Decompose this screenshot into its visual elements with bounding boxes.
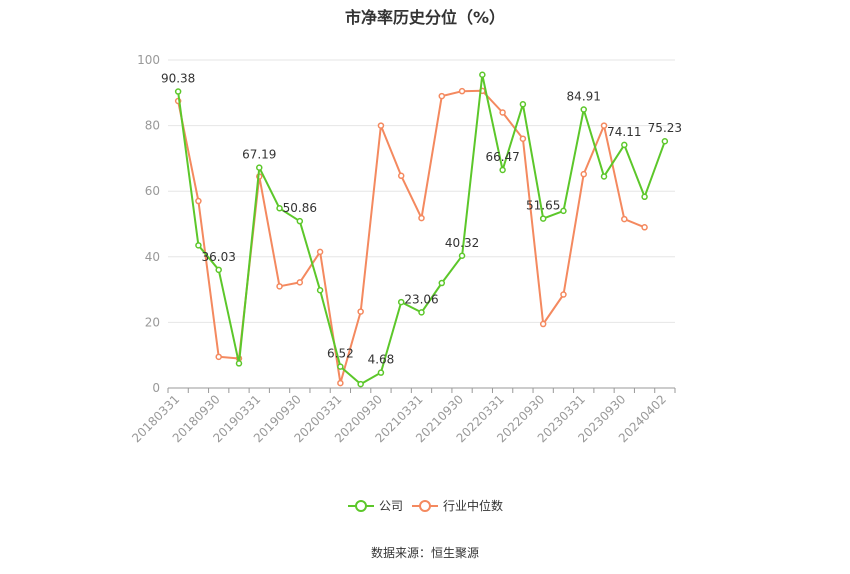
industry-median-data-point[interactable] <box>357 308 364 315</box>
data-label: 75.23 <box>648 121 682 135</box>
company-data-point[interactable] <box>316 287 324 294</box>
industry-median-data-point[interactable] <box>377 122 385 129</box>
industry-median-data-point[interactable] <box>316 248 324 256</box>
company-data-point[interactable] <box>519 101 527 108</box>
data-label: 84.91 <box>567 89 601 103</box>
data-label: 36.03 <box>202 250 236 264</box>
legend-industry-median-label[interactable]: 行业中位数 <box>443 498 503 513</box>
industry-median-data-point[interactable] <box>621 215 628 223</box>
company-data-point[interactable] <box>539 215 547 222</box>
industry-median-data-point[interactable] <box>418 214 425 222</box>
company-data-point[interactable] <box>479 71 486 79</box>
company-data-point[interactable] <box>357 380 364 388</box>
legend-company-label[interactable]: 公司 <box>379 499 403 513</box>
industry-median-data-point[interactable] <box>195 197 202 205</box>
industry-median-data-point[interactable] <box>296 279 304 286</box>
company-data-point[interactable] <box>174 88 182 95</box>
data-label: 40.32 <box>445 236 479 250</box>
legend-industry-median-marker <box>419 500 431 512</box>
legend-company-marker <box>355 500 367 512</box>
company-data-point[interactable] <box>418 309 425 316</box>
data-label: 51.65 <box>526 199 560 213</box>
industry-median-data-point[interactable] <box>397 172 405 180</box>
industry-median-data-point[interactable] <box>519 135 527 142</box>
company-data-point[interactable] <box>560 207 567 215</box>
company-data-point[interactable] <box>621 141 628 149</box>
industry-median-data-point[interactable] <box>499 109 506 116</box>
industry-median-data-point[interactable] <box>276 283 283 290</box>
data-source-note: 数据来源：恒生聚源 <box>370 546 479 560</box>
y-tick-label: 40 <box>145 250 160 264</box>
company-data-point[interactable] <box>377 369 385 376</box>
company-data-point[interactable] <box>195 242 202 249</box>
data-label: 66.47 <box>485 150 519 164</box>
company-series-line <box>177 73 666 386</box>
company-data-point[interactable] <box>458 252 466 260</box>
data-label: 50.86 <box>283 201 317 215</box>
chart-title: 市净率历史分位（%） <box>344 8 506 27</box>
industry-median-data-point[interactable] <box>560 291 567 298</box>
company-data-point[interactable] <box>215 266 222 274</box>
data-label: 23.06 <box>404 292 438 306</box>
industry-median-data-point[interactable] <box>580 170 587 178</box>
data-label: 6.52 <box>327 347 354 361</box>
y-tick-label: 60 <box>145 184 160 198</box>
data-label: 90.38 <box>161 72 195 86</box>
industry-median-data-point[interactable] <box>438 92 446 100</box>
data-label: 4.68 <box>368 353 395 367</box>
company-data-point[interactable] <box>296 217 304 225</box>
y-tick-label: 100 <box>137 53 160 67</box>
company-data-point[interactable] <box>600 173 608 180</box>
company-data-point[interactable] <box>235 360 243 367</box>
industry-median-data-point[interactable] <box>337 379 344 387</box>
company-data-point[interactable] <box>397 298 405 306</box>
y-tick-label: 20 <box>145 315 160 329</box>
company-data-point[interactable] <box>499 166 506 174</box>
y-tick-label: 0 <box>152 381 160 395</box>
company-data-point[interactable] <box>641 193 648 201</box>
industry-median-series-line <box>177 89 645 385</box>
company-data-point[interactable] <box>337 363 344 370</box>
y-tick-label: 80 <box>145 119 160 133</box>
data-label: 74.11 <box>607 125 641 139</box>
industry-median-data-point[interactable] <box>458 87 466 95</box>
company-data-point[interactable] <box>256 164 263 171</box>
company-data-point[interactable] <box>276 205 283 212</box>
company-data-point[interactable] <box>580 106 587 113</box>
industry-median-data-point[interactable] <box>600 122 608 129</box>
company-data-point[interactable] <box>438 279 446 287</box>
industry-median-data-point[interactable] <box>641 224 648 231</box>
data-label: 67.19 <box>242 148 276 162</box>
company-data-point[interactable] <box>661 137 669 145</box>
industry-median-data-point[interactable] <box>215 353 222 361</box>
industry-median-data-point[interactable] <box>539 320 547 328</box>
